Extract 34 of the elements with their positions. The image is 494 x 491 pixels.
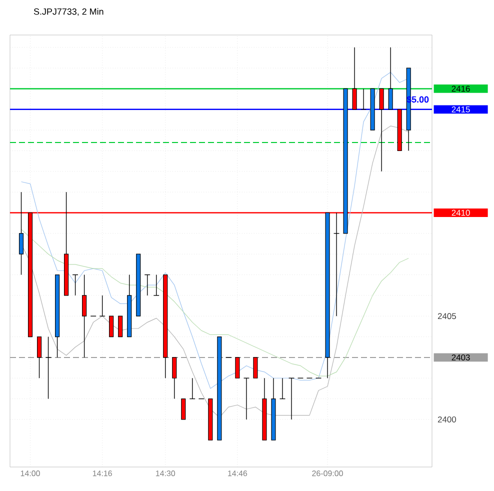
y-tick-label: 2400 <box>438 416 456 422</box>
candlestick <box>136 254 141 316</box>
candlestick <box>118 316 123 338</box>
candlestick <box>360 88 367 110</box>
candlestick <box>127 274 132 338</box>
candlestick <box>370 88 375 130</box>
candlestick <box>325 212 330 378</box>
ref-line-label: 2415 <box>452 106 470 112</box>
candlestick <box>153 274 160 296</box>
ref-line-label: 2410 <box>452 210 470 216</box>
candlestick <box>55 274 60 358</box>
ref-line-label: 2416 <box>452 86 470 92</box>
candlestick <box>271 378 276 440</box>
candlestick <box>18 192 24 276</box>
candlestick <box>36 336 42 378</box>
chart-title: S.JPJ7733, 2 Min <box>34 8 104 16</box>
candlestick <box>388 47 393 110</box>
candlestick <box>217 336 222 440</box>
candlestick <box>45 336 52 400</box>
candlestick <box>262 378 267 440</box>
candlestick <box>343 88 348 234</box>
candlestick <box>109 316 114 338</box>
candlestick <box>163 274 168 378</box>
candlestick <box>397 109 402 152</box>
candlestick <box>235 357 240 378</box>
candlestick <box>352 47 357 110</box>
candlestick <box>172 357 177 400</box>
candlestick <box>208 398 213 440</box>
candlestick <box>253 357 258 378</box>
candlestick <box>181 398 186 420</box>
ref-line-label: 2403 <box>452 354 470 360</box>
candlestick <box>379 88 384 172</box>
y-tick-label: 2405 <box>438 313 456 320</box>
candlestick <box>82 274 87 358</box>
